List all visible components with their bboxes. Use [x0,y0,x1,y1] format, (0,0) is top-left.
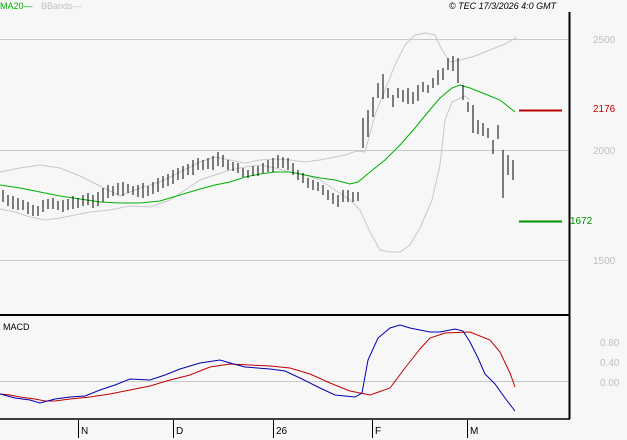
price-axis-label: 2000 [593,146,616,157]
macd-axis-label: 0.00 [600,378,620,389]
chart-legend: MA20— BBands— [0,0,82,12]
price-bars [2,56,514,216]
x-axis-label: N [81,426,89,437]
x-axis-label: F [375,426,382,437]
macd-signal-line [0,331,516,402]
x-axis-label: M [470,426,479,437]
copyright-timestamp: © TEC 17/3/2026 4:0 GMT [449,1,557,11]
ma20-line [0,84,516,204]
macd-line [0,324,516,412]
legend-ma20: MA20— [0,1,33,11]
x-axis-label: D [176,426,184,437]
price-axis-label: 2500 [593,35,616,46]
price-gridlines [0,39,569,382]
support-level-label: 1672 [570,216,593,227]
macd-axis-label: 0.80 [600,338,620,349]
macd-axis-label: 0.40 [600,358,620,369]
legend-bbands: BBands— [41,1,82,11]
price-axis-label: 1500 [593,256,616,267]
bband-upper [0,32,518,197]
resistance-level-label: 2176 [593,104,616,115]
bband-lower [0,95,471,253]
macd-panel-title: MACD [3,322,30,332]
x-axis-label: 26 [276,426,288,437]
